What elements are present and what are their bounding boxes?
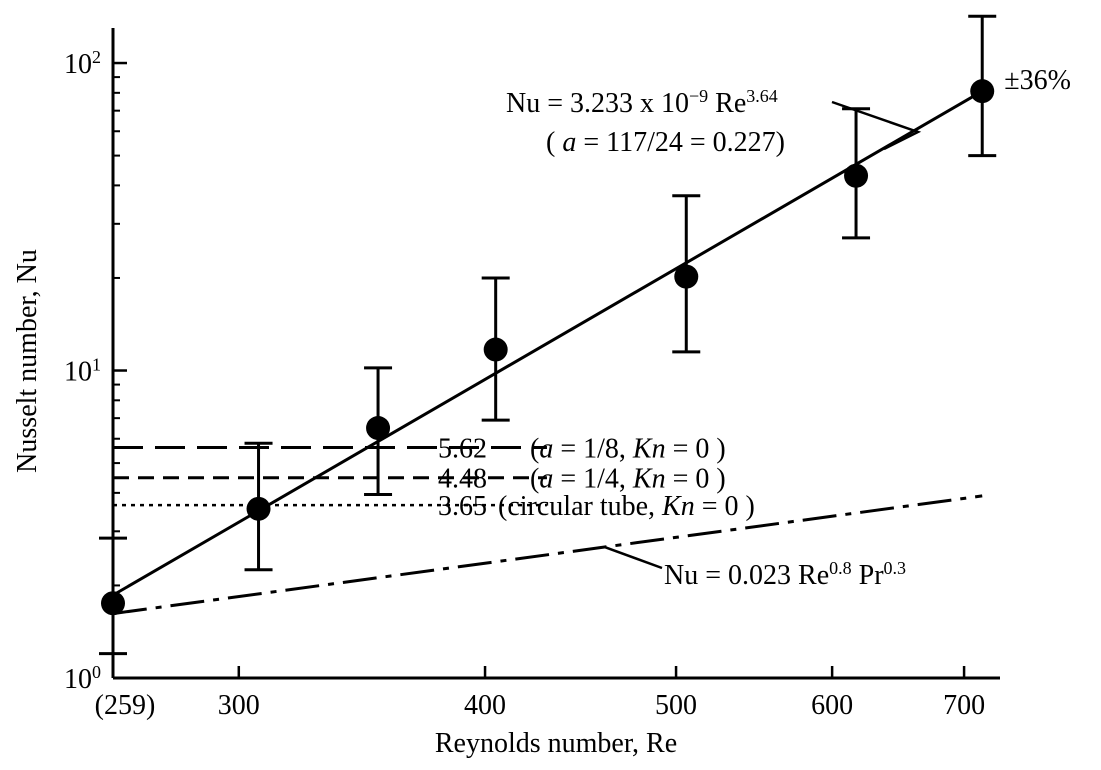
data-point-1	[99, 536, 127, 656]
y-tick-label: 100	[64, 662, 101, 695]
data-point-6	[842, 107, 871, 240]
data-marker	[483, 337, 508, 362]
data-marker	[674, 264, 699, 289]
y-tick-label: 102	[64, 47, 101, 80]
x-tick-label: 300	[218, 690, 260, 721]
data-point-7	[968, 14, 997, 158]
reference-condition-3.65: (circular tube, Kn = 0 )	[498, 491, 755, 522]
x-axis-title: Reynolds number, Re	[435, 728, 677, 759]
data-point-5	[672, 194, 701, 354]
correlation-formula: Nu = 0.023 Re0.8 Pr0.3	[664, 558, 906, 591]
x-tick-label: 500	[655, 690, 697, 721]
data-marker	[970, 79, 995, 104]
reference-condition-4.48: (a = 1/4, Kn = 0 )	[530, 464, 726, 495]
data-series	[99, 14, 997, 656]
fit-note: ( a = 117/24 = 0.227)	[546, 127, 785, 158]
axes: (259) 300 400 500 600 700 100 101 102 Reynolds nu…	[12, 28, 1000, 759]
fit-formula: Nu = 3.233 x 10−9 Re3.64	[506, 86, 778, 119]
data-point-2	[244, 441, 273, 572]
correlation-leader	[604, 545, 663, 570]
reference-lines	[113, 445, 547, 507]
reference-condition-5.62: (a = 1/8, Kn = 0 )	[530, 433, 726, 464]
x-tick-label: 700	[943, 690, 985, 721]
y-axis-title: Nusselt number, Nu	[12, 249, 43, 473]
reference-value-5.62: 5.62	[438, 433, 487, 464]
x-tick-label: 400	[464, 690, 506, 721]
x-tick-label: (259)	[95, 690, 156, 721]
data-point-3	[364, 366, 393, 497]
error-label: ±36%	[1004, 65, 1071, 96]
data-marker	[844, 163, 869, 188]
data-marker	[366, 416, 391, 441]
reference-value-4.48: 4.48	[438, 464, 487, 495]
correlation-line	[112, 494, 983, 616]
data-marker	[101, 591, 125, 616]
data-point-4	[481, 276, 510, 422]
annotations: 5.62 (a = 1/8, Kn = 0 ) 4.48 (a = 1/4, Kn =…	[438, 65, 1071, 591]
y-tick-label: 101	[64, 355, 101, 388]
reference-value-3.65: 3.65	[438, 491, 487, 522]
data-marker	[246, 496, 271, 521]
fit-leader	[831, 100, 922, 151]
x-tick-label: 600	[811, 690, 853, 721]
